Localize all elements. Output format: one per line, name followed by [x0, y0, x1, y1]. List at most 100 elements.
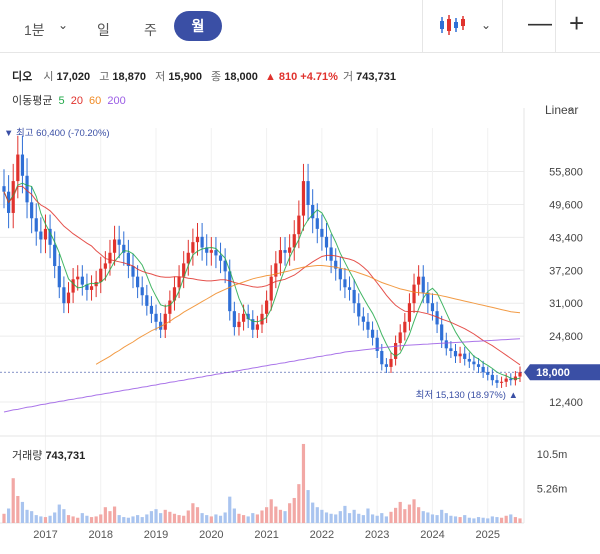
candle-body: [99, 268, 103, 282]
volume-bar: [195, 507, 200, 523]
candle-body: [278, 250, 283, 264]
volume-bar: [223, 512, 227, 523]
volume-bar: [499, 517, 504, 523]
ma-20: 20: [70, 95, 83, 107]
candle-body: [16, 154, 20, 182]
volume-bar: [25, 509, 29, 523]
candle-body: [85, 284, 89, 290]
volume-bar: [398, 501, 402, 523]
volume-bar: [145, 514, 149, 523]
volume-bar: [172, 513, 177, 523]
volume-bar: [228, 496, 232, 523]
volume-bar: [421, 511, 425, 523]
volume-bar: [440, 509, 444, 523]
candle-body: [126, 252, 130, 267]
tab-day[interactable]: 일: [97, 22, 110, 38]
candle-body: [518, 372, 522, 377]
candle-body: [453, 350, 458, 357]
x-tick-label: 2024: [420, 529, 444, 541]
volume-bar: [343, 505, 347, 523]
candle-body: [223, 260, 227, 272]
close-value: 18,000: [224, 71, 258, 83]
volume-bar: [66, 515, 71, 523]
candle-body: [311, 204, 315, 219]
candle-body: [467, 358, 471, 362]
open-value: 17,020: [56, 71, 91, 83]
candle-body: [218, 255, 223, 261]
ma-line-20: [3, 185, 521, 366]
volume-bar: [30, 511, 34, 523]
candle-body: [232, 311, 236, 328]
high-value: 18,870: [112, 71, 147, 83]
tab-month[interactable]: 월: [174, 11, 222, 41]
y-tick-label: 55,800: [549, 167, 583, 179]
scale-selector[interactable]: Linear: [545, 103, 579, 117]
candle-body: [112, 239, 117, 253]
candle-body: [380, 350, 384, 365]
toolbar: 1분 ⌄ 일 주 월 ⌄ — +: [0, 0, 600, 53]
volume-bar: [251, 513, 255, 523]
candle-body: [39, 231, 43, 240]
volume-bar: [94, 516, 98, 523]
change-pct: +4.71%: [300, 71, 338, 83]
volume-bar: [117, 515, 121, 523]
candle-body: [472, 361, 476, 365]
candle-body: [444, 340, 448, 349]
chevron-down-icon[interactable]: ⌄: [481, 18, 492, 32]
volume-bar: [255, 514, 259, 523]
volume-bar: [85, 515, 89, 523]
candle-body: [159, 321, 163, 330]
candle-body: [108, 252, 112, 264]
volume-bar: [384, 516, 388, 523]
candle-body: [195, 236, 200, 243]
volume-label: 거: [342, 71, 354, 83]
y-tick-label: 43,400: [549, 232, 583, 244]
ma-5: 5: [58, 95, 65, 107]
candle-body: [57, 266, 61, 288]
volume-bar: [232, 508, 236, 523]
candle-body: [168, 300, 172, 314]
volume-bar: [11, 478, 15, 523]
volume-title-text: 거래량: [12, 450, 43, 462]
volume-bar: [237, 513, 241, 523]
candle-body: [30, 202, 34, 219]
candle-body: [329, 247, 333, 261]
candle-body: [255, 324, 259, 330]
candle-body: [504, 378, 508, 382]
volume-bar: [361, 515, 365, 523]
candle-body: [205, 247, 209, 253]
volume-bar: [149, 511, 154, 523]
candle-body: [228, 271, 232, 312]
ma-200: 200: [107, 95, 126, 107]
volume-bar: [53, 512, 57, 523]
minus-icon[interactable]: —: [528, 10, 552, 37]
volume-bar: [191, 503, 195, 523]
volume-bar: [513, 517, 517, 523]
tab-week[interactable]: 주: [144, 22, 157, 38]
interval-selector[interactable]: 1분: [24, 22, 45, 38]
volume-bar: [7, 508, 11, 523]
plus-icon[interactable]: +: [569, 8, 585, 38]
volume-bar: [315, 507, 319, 523]
moving-average-legend[interactable]: 이동평균 5 20 60 200: [12, 92, 129, 108]
ma-title: 이동평균: [12, 95, 53, 107]
volume-bar: [177, 515, 181, 523]
divider: [555, 0, 556, 52]
candle-body: [509, 378, 513, 381]
volume-bar: [182, 515, 186, 523]
volume-bar: [375, 515, 379, 523]
volume-bar: [76, 517, 80, 523]
candle-body: [481, 366, 485, 373]
candle-body: [246, 313, 250, 320]
candle-body: [389, 358, 393, 367]
volume-bar: [99, 514, 103, 523]
chevron-down-icon[interactable]: ⌄: [58, 18, 69, 32]
volume-tick-label: 5.26m: [537, 483, 568, 495]
volume-bar: [57, 504, 61, 523]
chevron-down-icon[interactable]: ⌄: [566, 103, 575, 114]
volume-bar: [486, 518, 490, 523]
candle-body: [463, 353, 467, 359]
volume-bar: [260, 510, 264, 523]
candlestick-icon[interactable]: [438, 13, 468, 37]
